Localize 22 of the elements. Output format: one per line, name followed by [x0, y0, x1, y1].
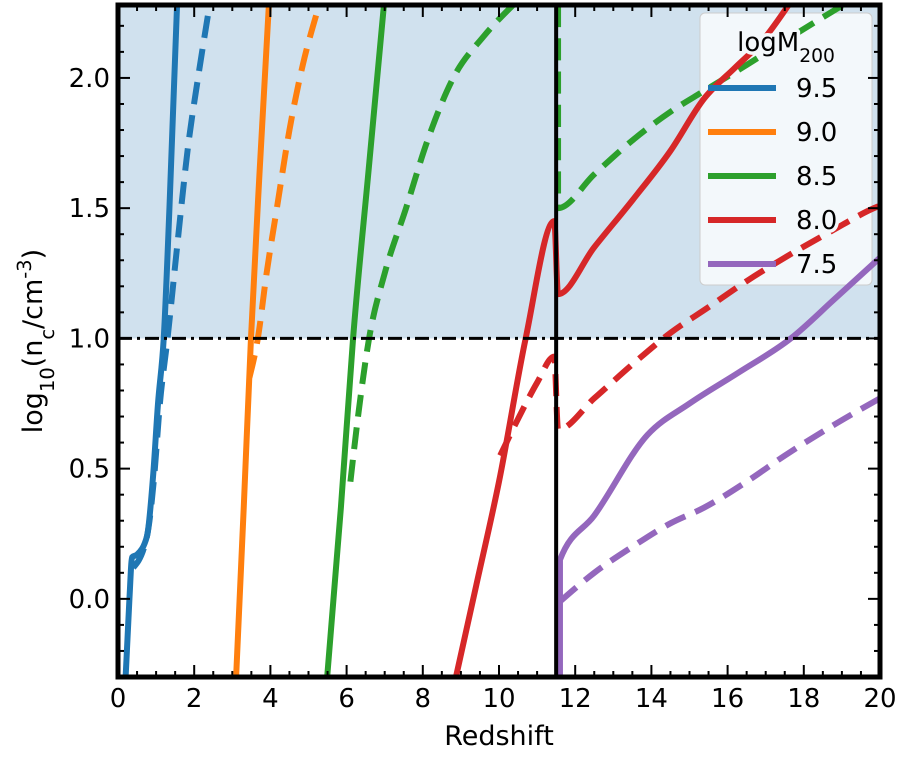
y-tick-label: 1.5	[68, 194, 110, 224]
x-tick-label: 8	[414, 684, 432, 714]
x-tick-label: 12	[558, 684, 592, 714]
x-tick-label: 2	[186, 684, 202, 714]
x-tick-label: 6	[338, 684, 355, 714]
x-tick-label: 16	[711, 684, 744, 714]
y-tick-label: 0.0	[68, 584, 110, 615]
x-tick-label: 20	[863, 684, 897, 714]
y-tick-label: 1.0	[68, 324, 110, 354]
x-axis-title: Redshift	[444, 721, 554, 752]
x-tick-label: 10	[482, 684, 516, 714]
legend-label: 7.5	[796, 250, 838, 280]
x-tick-label: 14	[634, 684, 668, 714]
y-tick-label: 2.0	[68, 64, 110, 94]
legend-label: 8.0	[796, 206, 838, 236]
x-tick-label: 4	[262, 684, 279, 714]
x-tick-label: 18	[787, 684, 820, 714]
legend-label: 8.5	[796, 162, 838, 192]
legend-label: 9.5	[796, 74, 838, 104]
y-tick-label: 0.5	[68, 454, 110, 485]
x-tick-label: 0	[110, 684, 126, 714]
legend-label: 9.0	[796, 118, 838, 148]
